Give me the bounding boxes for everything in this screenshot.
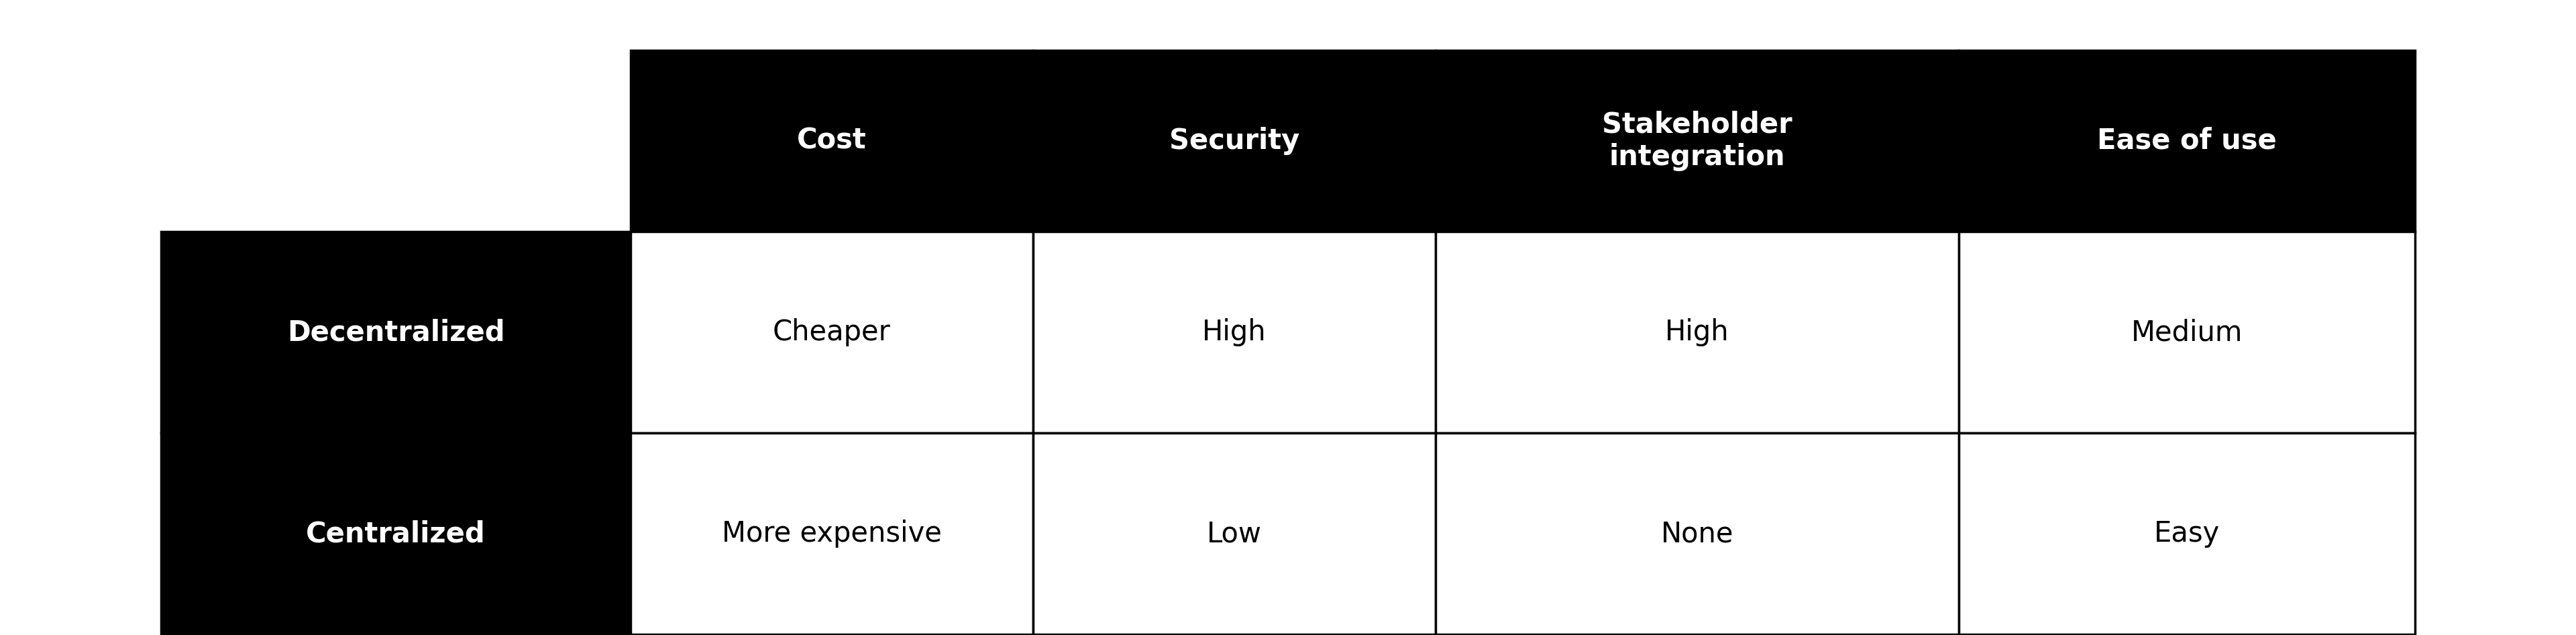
Bar <box>1958 433 2416 634</box>
Text: Cost: Cost <box>796 127 866 155</box>
Text: Centralized: Centralized <box>307 519 487 548</box>
Text: More expensive: More expensive <box>721 519 943 548</box>
Bar <box>1435 50 1958 232</box>
Text: High: High <box>1203 318 1267 346</box>
Bar <box>1435 232 1958 433</box>
Text: High: High <box>1664 318 1728 346</box>
Bar <box>1033 232 1435 433</box>
Text: Low: Low <box>1208 519 1262 548</box>
Bar <box>631 433 1033 634</box>
Text: Decentralized: Decentralized <box>286 318 505 346</box>
Text: None: None <box>1662 519 1734 548</box>
Text: Ease of use: Ease of use <box>2097 127 2277 155</box>
Bar <box>1033 50 1435 232</box>
Text: Medium: Medium <box>2130 318 2244 346</box>
Bar <box>1958 232 2416 433</box>
Text: Stakeholder
integration: Stakeholder integration <box>1602 110 1793 171</box>
Bar <box>631 232 1033 433</box>
Bar <box>160 232 631 433</box>
Text: Easy: Easy <box>2154 519 2221 548</box>
Text: Cheaper: Cheaper <box>773 318 891 346</box>
Bar <box>160 433 631 634</box>
Bar <box>631 50 1033 232</box>
Text: Security: Security <box>1170 127 1298 155</box>
Bar <box>1435 433 1958 634</box>
Bar <box>1033 433 1435 634</box>
Bar <box>1958 50 2416 232</box>
